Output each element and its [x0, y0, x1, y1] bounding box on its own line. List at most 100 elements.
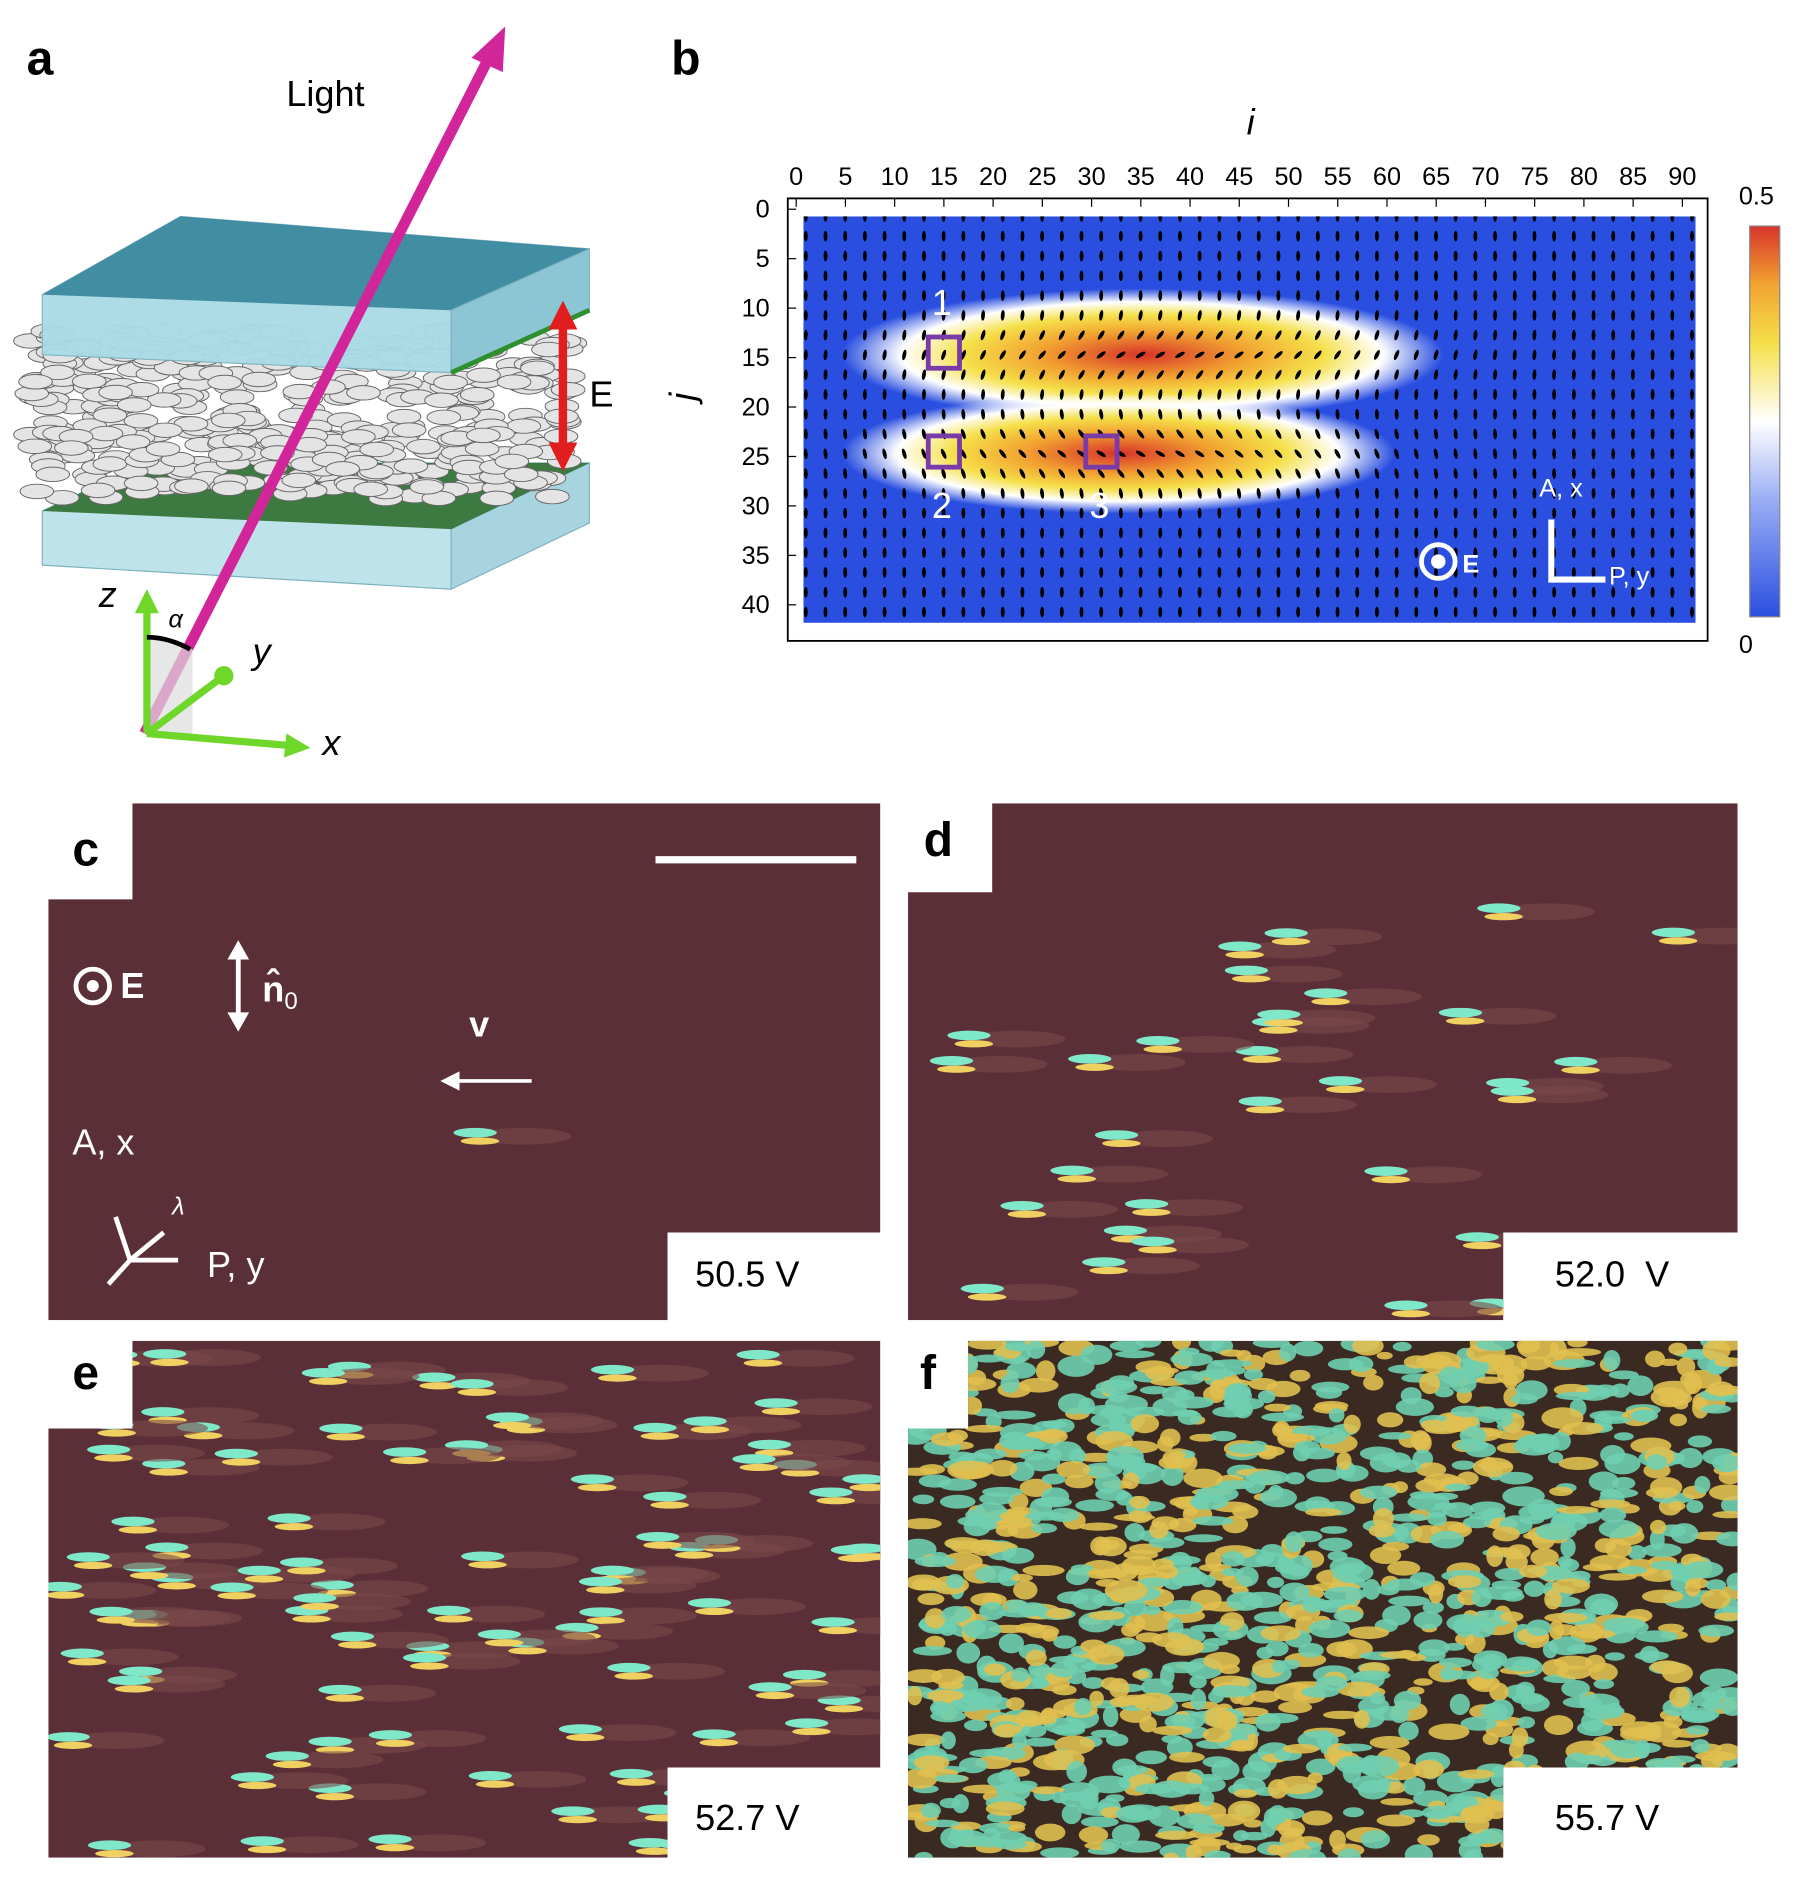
director: [1000, 369, 1006, 380]
director: [1453, 527, 1458, 539]
domain: [1642, 1543, 1682, 1558]
director: [1158, 408, 1163, 420]
streak-yellow: [101, 1359, 140, 1367]
director: [1099, 230, 1104, 242]
director: [941, 547, 946, 559]
tail: [109, 1840, 206, 1858]
tail: [1385, 1166, 1483, 1184]
director: [843, 369, 848, 381]
streak-yellow: [1057, 1175, 1097, 1183]
director: [1650, 586, 1655, 598]
streak-cyan: [1131, 1236, 1175, 1247]
tail: [1157, 1036, 1255, 1053]
director: [1276, 527, 1281, 539]
domain: [1398, 1721, 1419, 1741]
streak-yellow: [1075, 1063, 1114, 1071]
director: [1296, 567, 1301, 578]
director: [1118, 586, 1123, 598]
director: [1020, 487, 1025, 499]
domain: [1280, 1564, 1310, 1580]
director: [843, 408, 848, 420]
x-tick-label: 40: [1176, 163, 1204, 191]
director: [999, 429, 1006, 440]
director: [980, 468, 986, 479]
director: [1235, 468, 1243, 479]
tail: [1257, 1046, 1354, 1063]
director: [1295, 429, 1301, 440]
domain: [985, 1801, 1025, 1816]
director: [902, 468, 907, 479]
domain: [1079, 1522, 1118, 1531]
director: [1215, 370, 1223, 380]
director: [862, 507, 867, 519]
domain: [1261, 1544, 1284, 1558]
domain: [1682, 1561, 1724, 1579]
director: [1493, 547, 1497, 559]
domain: [1581, 1711, 1604, 1732]
streak-cyan: [747, 1439, 792, 1450]
streak-cyan: [687, 1598, 732, 1608]
domain: [1337, 1743, 1373, 1752]
streak-cyan: [279, 1557, 324, 1568]
domain: [1089, 1690, 1104, 1706]
x-tick-label: 35: [1127, 163, 1155, 191]
director: [1414, 487, 1419, 499]
domain: [1415, 1354, 1453, 1369]
domain: [1714, 1814, 1738, 1830]
domain: [1090, 1729, 1119, 1738]
domain: [1211, 1685, 1251, 1698]
molecule: [54, 440, 89, 456]
director: [1630, 507, 1635, 519]
domain: [1555, 1391, 1597, 1401]
director: [1059, 270, 1064, 282]
domain: [1700, 1804, 1726, 1825]
domain: [1362, 1579, 1381, 1600]
streak-cyan: [736, 1349, 780, 1360]
domain: [1599, 1849, 1631, 1858]
director: [1256, 216, 1261, 222]
director: [1512, 567, 1517, 578]
domain: [1123, 1599, 1147, 1617]
streak-yellow: [644, 1814, 684, 1822]
domain: [1221, 1550, 1245, 1567]
tail: [1072, 1165, 1169, 1183]
director: [882, 507, 887, 519]
director: [1276, 507, 1281, 519]
domain: [1640, 1721, 1682, 1743]
domain: [1673, 1838, 1707, 1847]
streak-cyan: [1304, 988, 1348, 998]
domain: [1661, 1662, 1693, 1684]
director: [1195, 450, 1205, 458]
domain: [1650, 1560, 1679, 1570]
director: [862, 547, 867, 559]
director: [1532, 448, 1537, 460]
domain: [947, 1460, 991, 1480]
streak-yellow: [244, 1575, 284, 1583]
domain: [1686, 1500, 1704, 1514]
director: [1059, 606, 1064, 618]
director: [1453, 487, 1458, 499]
domain: [1694, 1825, 1717, 1842]
domain: [1517, 1340, 1560, 1360]
director: [1314, 369, 1321, 380]
domain: [1389, 1704, 1410, 1724]
streak-cyan: [1124, 1199, 1169, 1209]
director: [823, 448, 828, 460]
domain: [1031, 1523, 1058, 1534]
director: [1040, 250, 1045, 262]
director: [1374, 389, 1379, 400]
director: [1493, 468, 1498, 479]
domain: [1010, 1573, 1033, 1582]
director: [823, 547, 828, 559]
streak-cyan: [1103, 1225, 1148, 1236]
director: [1630, 216, 1635, 222]
director: [1276, 389, 1281, 400]
director: [1434, 216, 1438, 222]
director: [902, 487, 907, 499]
director: [1591, 468, 1596, 479]
director: [1315, 216, 1320, 222]
director: [1650, 309, 1655, 321]
x-tick-label: 25: [1028, 163, 1056, 191]
director: [1217, 567, 1222, 578]
director: [1197, 408, 1202, 420]
